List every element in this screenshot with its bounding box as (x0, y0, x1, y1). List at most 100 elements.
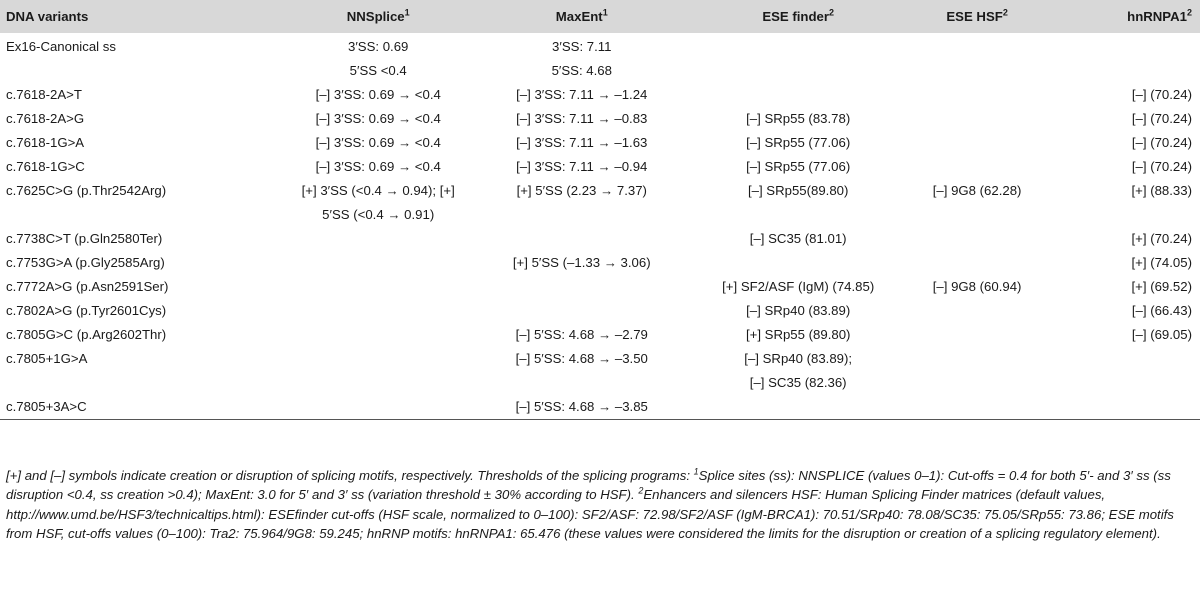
cell-ese-finder (684, 33, 913, 83)
cell-ese-hsf (913, 155, 1042, 179)
cell-line: [–] 9G8 (62.28) (932, 183, 1022, 198)
cell-line: [–] (69.05) (1131, 327, 1192, 342)
cell-line: [–] (70.24) (1131, 135, 1192, 150)
cell-line: c.7618-1G>A (6, 135, 85, 150)
table-row: c.7802A>G (p.Tyr2601Cys) [–] SRp40 (83.89… (0, 299, 1200, 323)
cell-nnsplice (276, 395, 480, 420)
cell-ese-hsf (913, 83, 1042, 107)
cell-maxent (480, 227, 684, 251)
cell-line: c.7753G>A (p.Gly2585Arg) (6, 255, 165, 270)
cell-line: [+] SRp55 (89.80) (745, 327, 851, 342)
cell-maxent (480, 275, 684, 299)
cell-line: [–] 3′SS: 7.11 → –1.63 (516, 135, 648, 150)
cell-dna-variant: c.7625C>G (p.Thr2542Arg) (0, 179, 276, 227)
cell-line: c.7802A>G (p.Tyr2601Cys) (6, 303, 167, 318)
cell-line: [–] (66.43) (1131, 303, 1192, 318)
cell-ese-hsf (913, 33, 1042, 83)
cell-line: [–] SC35 (82.36) (749, 375, 847, 390)
cell-dna-variant: c.7805G>C (p.Arg2602Thr) (0, 323, 276, 347)
cell-hnrnpa1: [–] (69.05) (1041, 323, 1200, 347)
cell-line: [+] SF2/ASF (IgM) (74.85) (722, 279, 875, 294)
cell-line: 5′SS (<0.4 → 0.91) (322, 207, 435, 222)
cell-ese-hsf (913, 227, 1042, 251)
cell-line: [–] (70.24) (1131, 111, 1192, 126)
cell-nnsplice (276, 323, 480, 347)
bottom-rule-cell (0, 419, 1200, 424)
table-row: c.7805G>C (p.Arg2602Thr) [–] 5′SS: 4.68 →… (0, 323, 1200, 347)
cell-hnrnpa1: [+] (70.24) (1041, 227, 1200, 251)
cell-hnrnpa1 (1041, 395, 1200, 420)
table-row: c.7738C>T (p.Gln2580Ter) [–] SC35 (81.01)… (0, 227, 1200, 251)
cell-line: [–] 5′SS: 4.68 → –3.85 (515, 399, 648, 414)
cell-hnrnpa1: [+] (74.05) (1041, 251, 1200, 275)
cell-ese-finder: [–] SRp55 (83.78) (684, 107, 913, 131)
header-nnsplice: NNSplice1 (346, 7, 410, 24)
cell-dna-variant: c.7618-1G>A (0, 131, 276, 155)
cell-ese-hsf (913, 107, 1042, 131)
cell-line: [–] 3′SS: 0.69 → <0.4 (315, 159, 441, 174)
cell-hnrnpa1: [+] (69.52) (1041, 275, 1200, 299)
table-bottom-rule (0, 419, 1200, 424)
table-row: c.7618-1G>C [–] 3′SS: 0.69 → <0.4 [–] 3′SS… (0, 155, 1200, 179)
cell-line: [+] (88.33) (1131, 183, 1192, 198)
header-row: DNA variants NNSplice1 MaxEnt1 ESE finde… (0, 0, 1200, 33)
header-hnrnpa1: hnRNPA12 (1127, 7, 1192, 24)
cell-line: [+] (70.24) (1131, 231, 1192, 246)
cell-line: [–] 3′SS: 0.69 → <0.4 (315, 111, 441, 126)
cell-maxent: [+] 5′SS (2.23 → 7.37) (480, 179, 684, 227)
cell-line: [+] 5′SS (–1.33 → 3.06) (512, 255, 651, 270)
cell-line: [–] SRp55 (83.78) (746, 111, 851, 126)
cell-ese-finder: [–] SRp55(89.80) (684, 179, 913, 227)
cell-ese-hsf: [–] 9G8 (60.94) (913, 275, 1042, 299)
cell-ese-hsf (913, 323, 1042, 347)
table-row: c.7625C>G (p.Thr2542Arg) [+] 3′SS (<0.4 →… (0, 179, 1200, 227)
cell-ese-finder: [–] SC35 (81.01) (684, 227, 913, 251)
cell-hnrnpa1: [–] (66.43) (1041, 299, 1200, 323)
cell-hnrnpa1 (1041, 33, 1200, 83)
cell-maxent: [–] 3′SS: 7.11 → –1.24 (480, 83, 684, 107)
cell-hnrnpa1: [–] (70.24) (1041, 107, 1200, 131)
cell-line: 3′SS: 0.69 (348, 39, 409, 54)
cell-line: c.7738C>T (p.Gln2580Ter) (6, 231, 163, 246)
cell-dna-variant: c.7618-2A>T (0, 83, 276, 107)
cell-line: c.7618-2A>G (6, 111, 85, 126)
table-header: DNA variants NNSplice1 MaxEnt1 ESE finde… (0, 0, 1200, 33)
cell-hnrnpa1: [–] (70.24) (1041, 155, 1200, 179)
cell-dna-variant: Ex16-Canonical ss (0, 33, 276, 83)
table-row: c.7618-2A>G [–] 3′SS: 0.69 → <0.4 [–] 3′SS… (0, 107, 1200, 131)
cell-ese-finder (684, 83, 913, 107)
cell-nnsplice (276, 275, 480, 299)
cell-maxent: 3′SS: 7.11 5′SS: 4.68 (480, 33, 684, 83)
cell-line: [–] 9G8 (60.94) (932, 279, 1022, 294)
cell-ese-finder: [–] SRp40 (83.89); [–] SC35 (82.36) (684, 347, 913, 395)
table-row: c.7753G>A (p.Gly2585Arg) [+] 5′SS (–1.33 … (0, 251, 1200, 275)
cell-dna-variant: c.7802A>G (p.Tyr2601Cys) (0, 299, 276, 323)
cell-line: c.7618-2A>T (6, 87, 82, 102)
cell-nnsplice: [–] 3′SS: 0.69 → <0.4 (276, 83, 480, 107)
cell-line: [+] (69.52) (1131, 279, 1192, 294)
cell-ese-finder (684, 395, 913, 420)
cell-ese-finder: [+] SRp55 (89.80) (684, 323, 913, 347)
cell-nnsplice (276, 251, 480, 275)
cell-line: [–] 3′SS: 0.69 → <0.4 (315, 87, 441, 102)
cell-nnsplice: 3′SS: 0.69 5′SS <0.4 (276, 33, 480, 83)
header-ese-hsf: ESE HSF2 (946, 7, 1008, 24)
cell-dna-variant: c.7805+3A>C (0, 395, 276, 420)
header-maxent: MaxEnt1 (555, 7, 608, 24)
cell-hnrnpa1: [–] (70.24) (1041, 131, 1200, 155)
cell-nnsplice: [–] 3′SS: 0.69 → <0.4 (276, 107, 480, 131)
cell-dna-variant: c.7618-1G>C (0, 155, 276, 179)
table-row: c.7805+1G>A [–] 5′SS: 4.68 → –3.50 [–] SRp… (0, 347, 1200, 395)
cell-line: c.7618-1G>C (6, 159, 85, 174)
cell-ese-hsf (913, 347, 1042, 395)
cell-line: c.7805+1G>A (6, 351, 88, 366)
cell-line: [–] 3′SS: 7.11 → –0.94 (516, 159, 648, 174)
header-dna-variants: DNA variants (6, 9, 89, 24)
cell-ese-finder: [+] SF2/ASF (IgM) (74.85) (684, 275, 913, 299)
cell-dna-variant: c.7753G>A (p.Gly2585Arg) (0, 251, 276, 275)
table-row: c.7618-1G>A [–] 3′SS: 0.69 → <0.4 [–] 3′SS… (0, 131, 1200, 155)
cell-line: [–] (70.24) (1131, 159, 1192, 174)
cell-ese-finder: [–] SRp55 (77.06) (684, 155, 913, 179)
cell-line: [–] (70.24) (1131, 87, 1192, 102)
